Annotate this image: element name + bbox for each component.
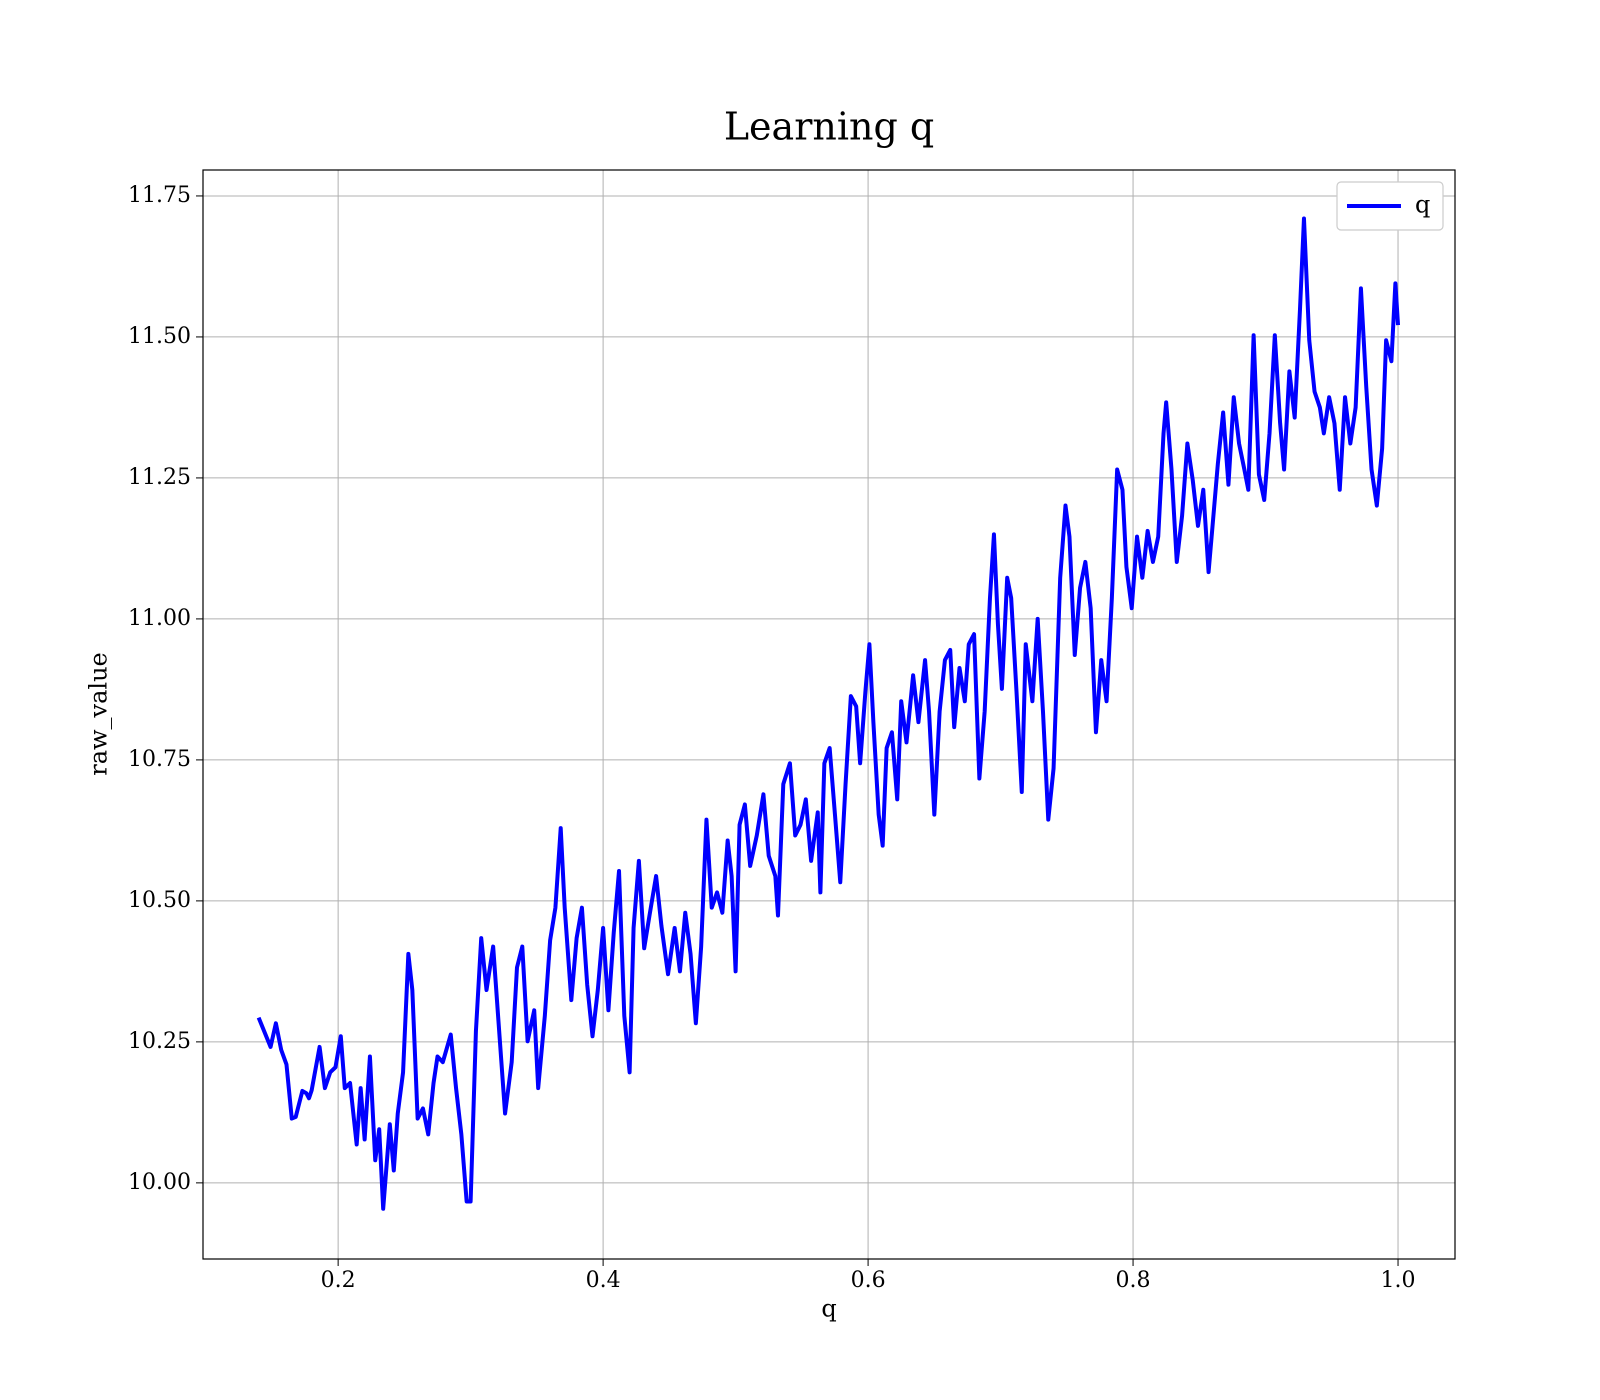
x-tick-label: 0.2 <box>321 1268 356 1293</box>
y-tick-label: 10.75 <box>128 747 191 772</box>
x-tick-label: 0.4 <box>586 1268 621 1293</box>
chart-title: Learning q <box>724 105 934 149</box>
plot-frame <box>202 169 1456 1260</box>
y-tick-label: 10.50 <box>128 888 191 913</box>
y-tick-label: 11.00 <box>128 606 191 631</box>
x-axis-label: q <box>821 1295 836 1323</box>
x-tick-label: 0.8 <box>1116 1268 1151 1293</box>
y-axis-label: raw_value <box>85 652 113 776</box>
x-tick-label: 1.0 <box>1381 1268 1416 1293</box>
y-tick-label: 10.00 <box>128 1170 191 1195</box>
x-tick-label: 0.6 <box>851 1268 886 1293</box>
y-tick-label: 11.50 <box>128 324 191 349</box>
legend-label: q <box>1415 191 1430 219</box>
y-tick-label: 10.25 <box>128 1029 191 1054</box>
y-tick-label: 11.75 <box>128 183 191 208</box>
y-tick-label: 11.25 <box>128 465 191 490</box>
data-line <box>256 216 1401 1211</box>
